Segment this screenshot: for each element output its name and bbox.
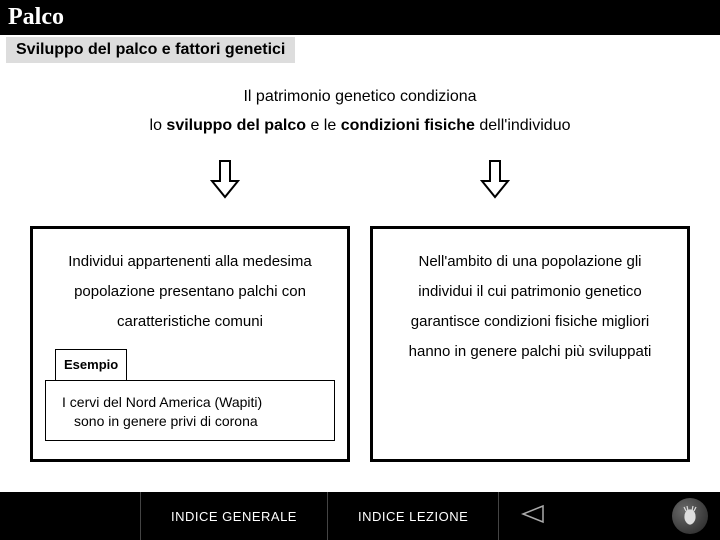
intro-l2-b2: condizioni fisiche <box>341 117 475 134</box>
left-box-l2: popolazione presentano palchi con <box>45 277 335 307</box>
esempio-label: Esempio <box>55 349 127 381</box>
arrows-row <box>90 159 630 208</box>
indice-generale-button[interactable]: INDICE GENERALE <box>140 492 328 540</box>
intro-line2: lo sviluppo del palco e le condizioni fi… <box>10 112 710 141</box>
right-box-l3: garantisce condizioni fisiche migliori <box>385 307 675 337</box>
intro-l2-pre: lo <box>150 117 167 134</box>
indice-lezione-button[interactable]: INDICE LEZIONE <box>328 492 499 540</box>
left-box: Individui appartenenti alla medesima pop… <box>30 226 350 462</box>
left-box-l3: caratteristiche comuni <box>45 307 335 337</box>
arrow-down-icon <box>480 159 510 208</box>
left-box-l1: Individui appartenenti alla medesima <box>45 247 335 277</box>
intro-text: Il patrimonio genetico condiziona lo svi… <box>10 83 710 141</box>
intro-l2-post: dell'individuo <box>475 117 571 134</box>
back-button[interactable] <box>519 504 545 529</box>
esempio-l2: sono in genere privi di corona <box>62 412 318 432</box>
boxes-row: Individui appartenenti alla medesima pop… <box>10 226 710 462</box>
esempio-l1: I cervi del Nord America (Wapiti) <box>62 393 318 413</box>
right-box-l2: individui il cui patrimonio genetico <box>385 277 675 307</box>
intro-line1: Il patrimonio genetico condiziona <box>10 83 710 112</box>
right-box-l1: Nell'ambito di una popolazione gli <box>385 247 675 277</box>
esempio-wrap: Esempio I cervi del Nord America (Wapiti… <box>45 349 335 441</box>
intro-l2-mid: e le <box>306 117 341 134</box>
deer-icon[interactable] <box>672 498 708 534</box>
right-box: Nell'ambito di una popolazione gli indiv… <box>370 226 690 462</box>
page-title: Palco <box>0 0 720 35</box>
right-box-l4: hanno in genere palchi più sviluppati <box>385 337 675 367</box>
page-subtitle: Sviluppo del palco e fattori genetici <box>6 37 295 63</box>
esempio-box: I cervi del Nord America (Wapiti) sono i… <box>45 380 335 441</box>
arrow-down-icon <box>210 159 240 208</box>
intro-l2-b1: sviluppo del palco <box>166 117 306 134</box>
main-content: Il patrimonio genetico condiziona lo svi… <box>0 63 720 462</box>
footer-bar: INDICE GENERALE INDICE LEZIONE <box>0 492 720 540</box>
